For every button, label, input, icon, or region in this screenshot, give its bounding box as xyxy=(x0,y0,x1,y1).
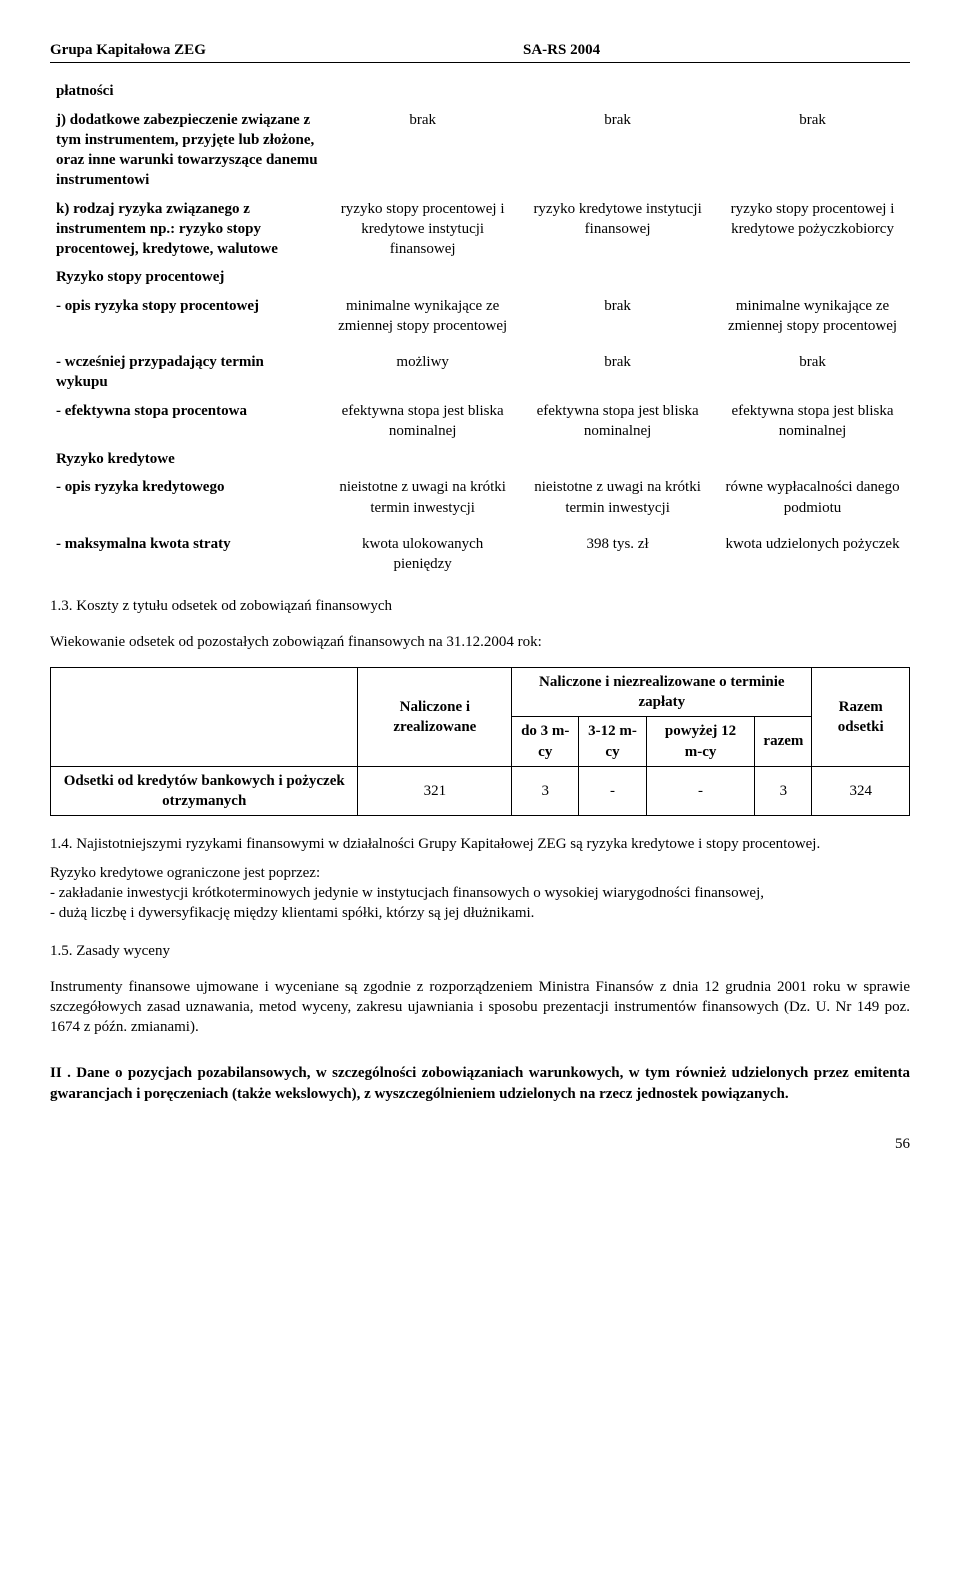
odsetki-h-b2: 3-12 m-cy xyxy=(579,717,646,767)
odsetki-v6: 324 xyxy=(812,766,910,816)
main-row: - maksymalna kwota stratykwota ulokowany… xyxy=(50,530,910,579)
odsetki-h-colA: Naliczone i zrealizowane xyxy=(358,667,512,766)
wiekowanie-line: Wiekowanie odsetek od pozostałych zobowi… xyxy=(50,632,910,652)
row-cell: brak xyxy=(715,348,910,397)
main-row: Ryzyko kredytowe xyxy=(50,445,910,473)
odsetki-v2: 3 xyxy=(512,766,579,816)
main-row xyxy=(50,522,910,530)
row-cell: minimalne wynikające ze zmiennej stopy p… xyxy=(715,292,910,341)
row-label: j) dodatkowe zabezpieczenie związane z t… xyxy=(50,106,325,195)
odsetki-h-colC: Razem odsetki xyxy=(812,667,910,766)
odsetki-h-b4: razem xyxy=(755,717,812,767)
row-cell xyxy=(715,445,910,473)
odsetki-v5: 3 xyxy=(755,766,812,816)
page-number: 56 xyxy=(50,1134,910,1154)
row-cell: ryzyko stopy procentowej i kredytowe poż… xyxy=(715,195,910,264)
main-row: j) dodatkowe zabezpieczenie związane z t… xyxy=(50,106,910,195)
row-label: Ryzyko kredytowe xyxy=(50,445,325,473)
row-cell: możliwy xyxy=(325,348,520,397)
row-cell: kwota udzielonych pożyczek xyxy=(715,530,910,579)
row-cell: brak xyxy=(715,106,910,195)
row-cell xyxy=(325,445,520,473)
section-1-5-title: 1.5. Zasady wyceny xyxy=(50,941,910,961)
row-cell: nieistotne z uwagi na krótki termin inwe… xyxy=(325,473,520,522)
odsetki-rowlabel: Odsetki od kredytów bankowych i pożyczek… xyxy=(51,766,358,816)
row-cell xyxy=(715,77,910,105)
row-cell: nieistotne z uwagi na krótki termin inwe… xyxy=(520,473,715,522)
row-cell xyxy=(325,263,520,291)
row-cell: brak xyxy=(520,348,715,397)
odsetki-h-groupB: Naliczone i niezrealizowane o terminie z… xyxy=(512,667,812,717)
main-row: płatności xyxy=(50,77,910,105)
row-cell: efektywna stopa jest bliska nominalnej xyxy=(325,397,520,446)
row-cell: efektywna stopa jest bliska nominalnej xyxy=(715,397,910,446)
section-1-5-body: Instrumenty finansowe ujmowane i wycenia… xyxy=(50,977,910,1038)
row-cell xyxy=(325,77,520,105)
main-row: Ryzyko stopy procentowej xyxy=(50,263,910,291)
main-row: - efektywna stopa procentowaefektywna st… xyxy=(50,397,910,446)
row-cell: kwota ulokowanych pieniędzy xyxy=(325,530,520,579)
odsetki-h-b3: powyżej 12 m-cy xyxy=(646,717,755,767)
odsetki-table: Naliczone i zrealizowane Naliczone i nie… xyxy=(50,667,910,817)
row-cell: równe wypłacalności danego podmiotu xyxy=(715,473,910,522)
row-cell xyxy=(520,263,715,291)
main-row xyxy=(50,340,910,348)
row-label: - efektywna stopa procentowa xyxy=(50,397,325,446)
odsetki-v1: 321 xyxy=(358,766,512,816)
row-cell xyxy=(520,445,715,473)
main-row: - wcześniej przypadający termin wykupumo… xyxy=(50,348,910,397)
section-1-4: 1.4. Najistotniejszymi ryzykami finansow… xyxy=(50,834,910,854)
sec14-line-b: Ryzyko kredytowe ograniczone jest poprze… xyxy=(50,865,320,881)
section-1-3-title: 1.3. Koszty z tytułu odsetek od zobowiąz… xyxy=(50,596,910,616)
row-cell: 398 tys. zł xyxy=(520,530,715,579)
row-label: - maksymalna kwota straty xyxy=(50,530,325,579)
row-label: płatności xyxy=(50,77,325,105)
header-company: Grupa Kapitałowa ZEG xyxy=(50,40,523,60)
header-report: SA-RS 2004 xyxy=(523,40,910,60)
row-cell xyxy=(715,263,910,291)
sec14-line-c: - zakładanie inwestycji krótkoterminowyc… xyxy=(50,885,764,901)
row-label: - wcześniej przypadający termin wykupu xyxy=(50,348,325,397)
row-cell: brak xyxy=(520,106,715,195)
sec14-line-d: - dużą liczbę i dywersyfikację między kl… xyxy=(50,905,534,921)
spacer-cell xyxy=(50,340,910,348)
row-label: - opis ryzyka stopy procentowej xyxy=(50,292,325,341)
odsetki-v3: - xyxy=(579,766,646,816)
odsetki-rowheader-empty xyxy=(51,667,358,766)
row-cell: ryzyko stopy procentowej i kredytowe ins… xyxy=(325,195,520,264)
row-label: Ryzyko stopy procentowej xyxy=(50,263,325,291)
odsetki-v4: - xyxy=(646,766,755,816)
page-header: Grupa Kapitałowa ZEG SA-RS 2004 xyxy=(50,40,910,63)
row-cell: efektywna stopa jest bliska nominalnej xyxy=(520,397,715,446)
main-row: - opis ryzyka kredytowegonieistotne z uw… xyxy=(50,473,910,522)
main-row: - opis ryzyka stopy procentowejminimalne… xyxy=(50,292,910,341)
spacer-cell xyxy=(50,522,910,530)
row-label: k) rodzaj ryzyka związanego z instrument… xyxy=(50,195,325,264)
row-cell: ryzyko kredytowe instytucji finansowej xyxy=(520,195,715,264)
row-cell: minimalne wynikające ze zmiennej stopy p… xyxy=(325,292,520,341)
odsetki-h-b1: do 3 m-cy xyxy=(512,717,579,767)
row-cell xyxy=(520,77,715,105)
row-label: - opis ryzyka kredytowego xyxy=(50,473,325,522)
row-cell: brak xyxy=(520,292,715,341)
main-row: k) rodzaj ryzyka związanego z instrument… xyxy=(50,195,910,264)
section-1-4-body: Ryzyko kredytowe ograniczone jest poprze… xyxy=(50,863,910,924)
row-cell: brak xyxy=(325,106,520,195)
section-II: II . Dane o pozycjach pozabilansowych, w… xyxy=(50,1063,910,1104)
main-risk-table: płatnościj) dodatkowe zabezpieczenie zwi… xyxy=(50,77,910,578)
